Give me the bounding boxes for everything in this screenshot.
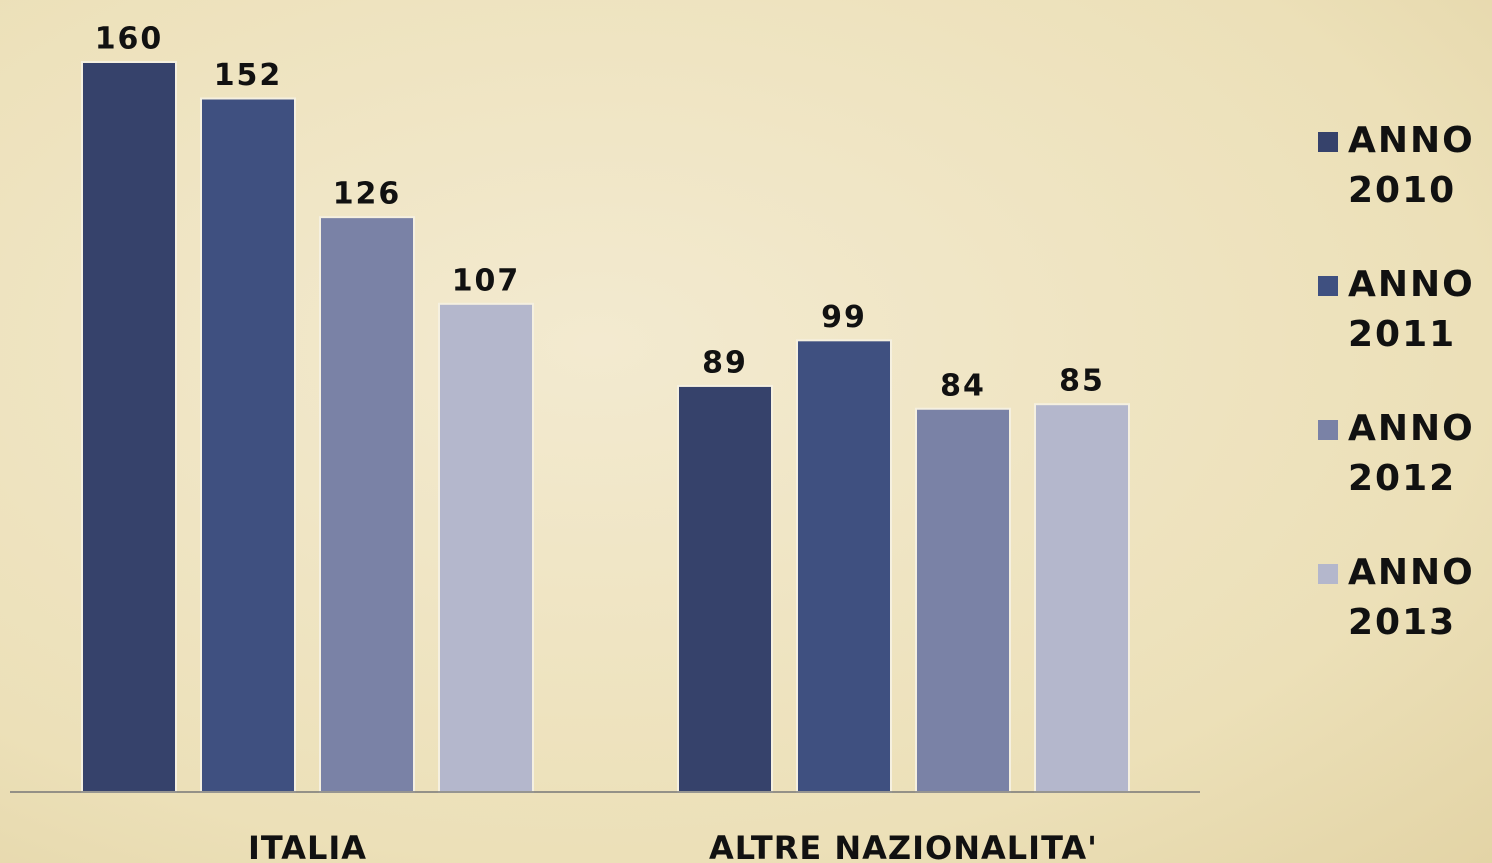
bar <box>677 384 773 793</box>
data-label: 84 <box>940 368 986 403</box>
legend-swatch <box>1318 564 1338 584</box>
data-label: 85 <box>1059 364 1105 399</box>
data-label: 99 <box>821 300 867 335</box>
x-tick-label: ITALIA <box>248 829 367 863</box>
legend-label: ANNO 2011 <box>1348 264 1475 355</box>
bar <box>200 97 296 793</box>
bar <box>1034 403 1130 793</box>
bar <box>81 61 177 793</box>
legend-label: ANNO 2012 <box>1348 408 1475 499</box>
legend-swatch <box>1318 132 1338 152</box>
data-label: 89 <box>702 345 748 380</box>
bar <box>796 339 892 793</box>
bar <box>319 216 415 793</box>
legend-label: ANNO 2010 <box>1348 120 1475 211</box>
x-tick-label: ALTRE NAZIONALITA' <box>709 829 1098 863</box>
legend-entry: ANNO 2012 <box>1316 404 1492 548</box>
data-label: 107 <box>452 263 521 298</box>
data-label: 152 <box>214 58 283 93</box>
legend-entry: ANNO 2010 <box>1316 116 1492 260</box>
bar <box>438 302 534 793</box>
legend-swatch <box>1318 420 1338 440</box>
legend-entry: ANNO 2013 <box>1316 548 1492 692</box>
data-label: 160 <box>95 22 164 57</box>
data-label: 126 <box>333 177 402 212</box>
bar <box>915 407 1011 793</box>
legend-entry: ANNO 2011 <box>1316 260 1492 404</box>
legend: ANNO 2010 ANNO 2011 ANNO 2012 ANNO 2013 <box>1316 116 1492 692</box>
chart: 160 152 126 107 ITALIA 89 99 84 85 ALTRE NAZIONAL… <box>10 22 1200 863</box>
legend-label: ANNO 2013 <box>1348 552 1475 643</box>
legend-swatch <box>1318 276 1338 296</box>
